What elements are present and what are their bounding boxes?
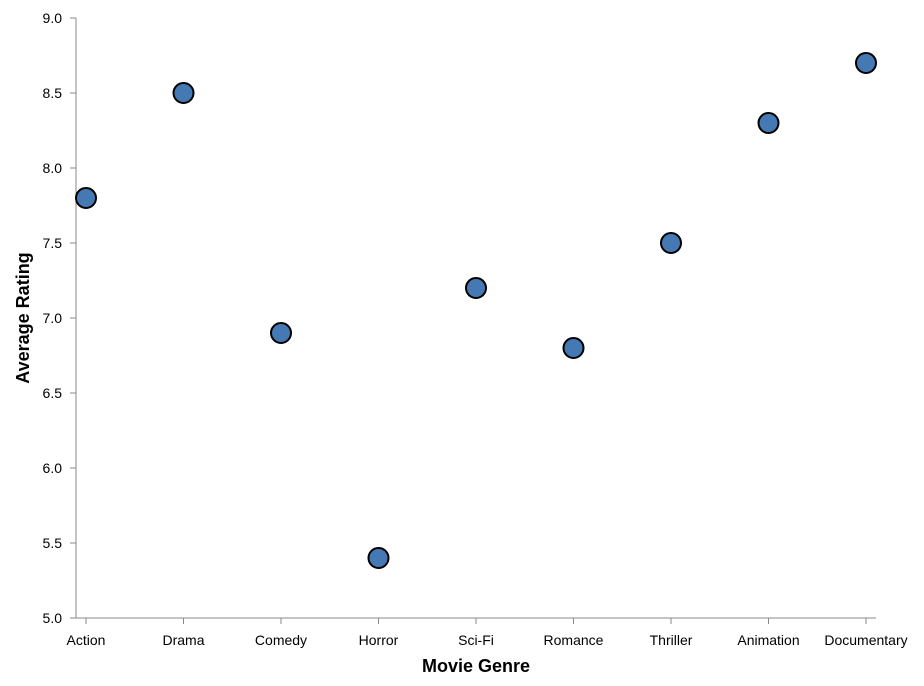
data-point-comedy [270, 322, 292, 344]
data-points [75, 52, 877, 569]
y-tick-label: 5.5 [43, 535, 63, 551]
y-tick-label: 6.5 [43, 385, 63, 401]
x-tick-label: Sci-Fi [458, 632, 494, 648]
x-tick-label: Romance [544, 632, 604, 648]
y-tick-label: 9.0 [43, 10, 63, 26]
y-axis-title: Average Rating [13, 252, 33, 383]
data-point-drama [172, 82, 195, 104]
y-tick-label: 8.5 [43, 85, 63, 101]
data-point-sci-fi [465, 277, 487, 299]
y-tick-label: 5.0 [43, 610, 63, 626]
x-tick-label: Action [67, 632, 106, 648]
x-tick-label: Horror [359, 632, 399, 648]
y-tick-label: 6.0 [43, 460, 63, 476]
data-point-thriller [660, 232, 682, 254]
data-point-action [75, 187, 97, 209]
y-axis: 5.0 5.5 6.0 6.5 7.0 7.5 8.0 8.5 9.0 [43, 10, 77, 626]
x-tick-label: Animation [737, 632, 799, 648]
data-point-romance [562, 337, 585, 359]
data-point-documentary [855, 52, 877, 74]
y-tick-label: 8.0 [43, 160, 63, 176]
y-tick-label: 7.0 [43, 310, 63, 326]
data-point-animation [757, 112, 780, 134]
x-tick-label: Thriller [650, 632, 693, 648]
x-tick-label: Drama [162, 632, 204, 648]
y-tick-label: 7.5 [43, 235, 63, 251]
data-point-horror [367, 547, 390, 569]
x-axis: Action Drama Comedy Horror Sci-Fi Romance Thri… [67, 617, 908, 648]
x-tick-label: Comedy [255, 632, 307, 648]
x-axis-title: Movie Genre [422, 656, 530, 676]
x-tick-label: Documentary [824, 632, 907, 648]
